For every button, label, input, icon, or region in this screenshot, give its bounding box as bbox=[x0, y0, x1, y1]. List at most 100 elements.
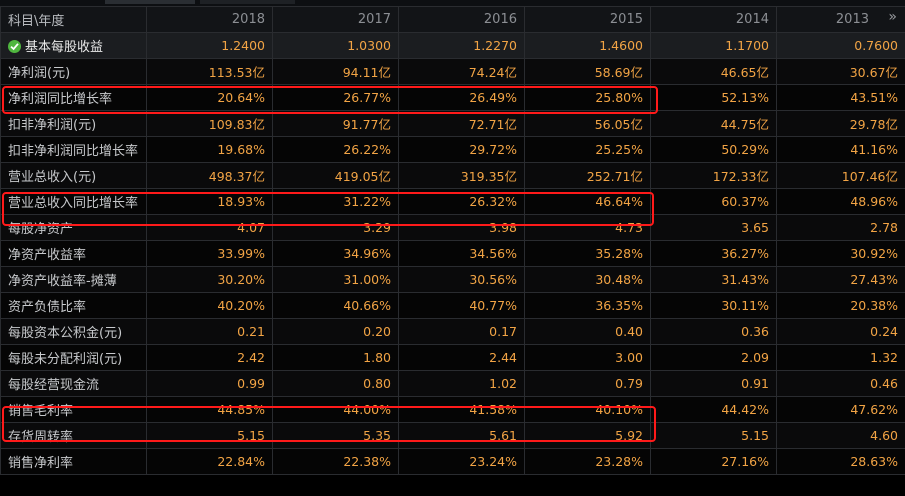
table-cell-value: 498.37亿 bbox=[146, 162, 273, 189]
table-cell-value: 1.80 bbox=[272, 344, 399, 371]
table-cell-value: 30.67亿 bbox=[776, 58, 905, 85]
table-cell-value: 2.42 bbox=[146, 344, 273, 371]
table-cell-value: 40.20% bbox=[146, 292, 273, 319]
table-cell-value: 26.22% bbox=[272, 136, 399, 163]
header-year[interactable]: 2015 bbox=[524, 6, 651, 33]
table-cell-value: 40.66% bbox=[272, 292, 399, 319]
table-cell-value: 3.98 bbox=[398, 214, 525, 241]
table-row[interactable]: 每股资本公积金(元) 0.21 0.20 0.17 0.40 0.36 0.24 bbox=[0, 318, 905, 345]
row-label: 净利润(元) bbox=[0, 58, 147, 85]
table-cell-value: 29.78亿 bbox=[776, 110, 905, 137]
table-cell-value: 1.0300 bbox=[272, 32, 399, 59]
table-cell-value: 34.56% bbox=[398, 240, 525, 267]
row-label: 营业总收入同比增长率 bbox=[0, 188, 147, 215]
table-row[interactable]: 每股净资产 4.07 3.29 3.98 4.73 3.65 2.78 bbox=[0, 214, 905, 241]
table-cell-value: 30.11% bbox=[650, 292, 777, 319]
row-label: 净资产收益率-摊薄 bbox=[0, 266, 147, 293]
table-row[interactable]: 净利润同比增长率 20.64% 26.77% 26.49% 25.80% 52.13% 43… bbox=[0, 84, 905, 111]
table-row[interactable]: 销售毛利率 44.85% 44.00% 41.58% 40.10% 44.42% 47.62… bbox=[0, 396, 905, 423]
row-label: 每股未分配利润(元) bbox=[0, 344, 147, 371]
row-label-text: 净利润同比增长率 bbox=[8, 92, 113, 107]
tab-indicator bbox=[200, 0, 295, 4]
row-label: 每股资本公积金(元) bbox=[0, 318, 147, 345]
table-row[interactable]: 净利润(元) 113.53亿 94.11亿 74.24亿 58.69亿 46.65亿 30.… bbox=[0, 58, 905, 85]
table-cell-value: 5.35 bbox=[272, 422, 399, 449]
table-cell-value: 2.09 bbox=[650, 344, 777, 371]
table-row[interactable]: 扣非净利润(元) 109.83亿 91.77亿 72.71亿 56.05亿 44.75亿 2… bbox=[0, 110, 905, 137]
row-label: 净利润同比增长率 bbox=[0, 84, 147, 111]
header-year[interactable]: 2017 bbox=[272, 6, 399, 33]
row-label: 销售毛利率 bbox=[0, 396, 147, 423]
header-year[interactable]: 2018 bbox=[146, 6, 273, 33]
table-cell-value: 113.53亿 bbox=[146, 58, 273, 85]
row-label: 每股净资产 bbox=[0, 214, 147, 241]
row-label-text: 每股经营现金流 bbox=[8, 378, 100, 393]
table-row[interactable]: 净资产收益率 33.99% 34.96% 34.56% 35.28% 36.27% 30.9… bbox=[0, 240, 905, 267]
table-row[interactable]: 基本每股收益 1.2400 1.0300 1.2270 1.4600 1.1700 0.76… bbox=[0, 32, 905, 59]
table-cell-value: 74.24亿 bbox=[398, 58, 525, 85]
table-cell-value: 5.61 bbox=[398, 422, 525, 449]
tab-indicator bbox=[105, 0, 195, 4]
table-cell-value: 22.38% bbox=[272, 448, 399, 475]
table-row[interactable]: 营业总收入(元) 498.37亿 419.05亿 319.35亿 252.71亿 172.… bbox=[0, 162, 905, 189]
table-cell-value: 4.07 bbox=[146, 214, 273, 241]
table-cell-value: 23.24% bbox=[398, 448, 525, 475]
table-cell-value: 3.65 bbox=[650, 214, 777, 241]
table-cell-value: 26.32% bbox=[398, 188, 525, 215]
table-cell-value: 20.64% bbox=[146, 84, 273, 111]
table-cell-value: 1.2400 bbox=[146, 32, 273, 59]
table-row[interactable]: 存货周转率 5.15 5.35 5.61 5.92 5.15 4.60 bbox=[0, 422, 905, 449]
table-row[interactable]: 营业总收入同比增长率 18.93% 31.22% 26.32% 46.64% 60.37%… bbox=[0, 188, 905, 215]
table-cell-value: 0.7600 bbox=[776, 32, 905, 59]
table-cell-value: 30.48% bbox=[524, 266, 651, 293]
table-cell-value: 30.56% bbox=[398, 266, 525, 293]
table-cell-value: 43.51% bbox=[776, 84, 905, 111]
table-row[interactable]: 净资产收益率-摊薄 30.20% 31.00% 30.56% 30.48% 31.43% 2… bbox=[0, 266, 905, 293]
table-cell-value: 27.43% bbox=[776, 266, 905, 293]
row-label-text: 扣非净利润(元) bbox=[8, 118, 97, 133]
row-label: 扣非净利润(元) bbox=[0, 110, 147, 137]
table-cell-value: 94.11亿 bbox=[272, 58, 399, 85]
table-cell-value: 35.28% bbox=[524, 240, 651, 267]
table-cell-value: 44.85% bbox=[146, 396, 273, 423]
table-cell-value: 29.72% bbox=[398, 136, 525, 163]
table-cell-value: 40.10% bbox=[524, 396, 651, 423]
table-cell-value: 419.05亿 bbox=[272, 162, 399, 189]
table-row[interactable]: 销售净利率 22.84% 22.38% 23.24% 23.28% 27.16% 28.63… bbox=[0, 448, 905, 475]
table-cell-value: 1.2270 bbox=[398, 32, 525, 59]
table-row[interactable]: 每股未分配利润(元) 2.42 1.80 2.44 3.00 2.09 1.32 bbox=[0, 344, 905, 371]
table-cell-value: 30.92% bbox=[776, 240, 905, 267]
table-cell-value: 18.93% bbox=[146, 188, 273, 215]
table-cell-value: 5.15 bbox=[146, 422, 273, 449]
table-row[interactable]: 资产负债比率 40.20% 40.66% 40.77% 36.35% 30.11% 20.3… bbox=[0, 292, 905, 319]
table-cell-value: 109.83亿 bbox=[146, 110, 273, 137]
row-label-text: 营业总收入同比增长率 bbox=[8, 196, 139, 211]
table-cell-value: 30.20% bbox=[146, 266, 273, 293]
table-row[interactable]: 扣非净利润同比增长率 19.68% 26.22% 29.72% 25.25% 50.29%… bbox=[0, 136, 905, 163]
row-label: 净资产收益率 bbox=[0, 240, 147, 267]
header-year[interactable]: 2013 bbox=[776, 6, 905, 33]
table-cell-value: 25.80% bbox=[524, 84, 651, 111]
header-row: 科目\年度 2018 2017 2016 2015 2014 2013 bbox=[0, 6, 905, 33]
table-cell-value: 2.44 bbox=[398, 344, 525, 371]
table-cell-value: 107.46亿 bbox=[776, 162, 905, 189]
table-cell-value: 44.00% bbox=[272, 396, 399, 423]
header-year[interactable]: 2014 bbox=[650, 6, 777, 33]
table-row[interactable]: 每股经营现金流 0.99 0.80 1.02 0.79 0.91 0.46 bbox=[0, 370, 905, 397]
row-label-text: 净资产收益率 bbox=[8, 248, 87, 263]
table-cell-value: 31.43% bbox=[650, 266, 777, 293]
header-year[interactable]: 2016 bbox=[398, 6, 525, 33]
table-cell-value: 0.17 bbox=[398, 318, 525, 345]
row-label-text: 销售毛利率 bbox=[8, 404, 74, 419]
double-chevron-right-icon[interactable]: » bbox=[888, 9, 897, 25]
row-label-text: 基本每股收益 bbox=[25, 40, 104, 55]
table-cell-value: 44.42% bbox=[650, 396, 777, 423]
table-cell-value: 0.36 bbox=[650, 318, 777, 345]
table-cell-value: 28.63% bbox=[776, 448, 905, 475]
table-cell-value: 41.58% bbox=[398, 396, 525, 423]
table-cell-value: 26.77% bbox=[272, 84, 399, 111]
table-cell-value: 0.21 bbox=[146, 318, 273, 345]
row-label: 销售净利率 bbox=[0, 448, 147, 475]
table-cell-value: 48.96% bbox=[776, 188, 905, 215]
row-label-text: 每股未分配利润(元) bbox=[8, 352, 123, 367]
